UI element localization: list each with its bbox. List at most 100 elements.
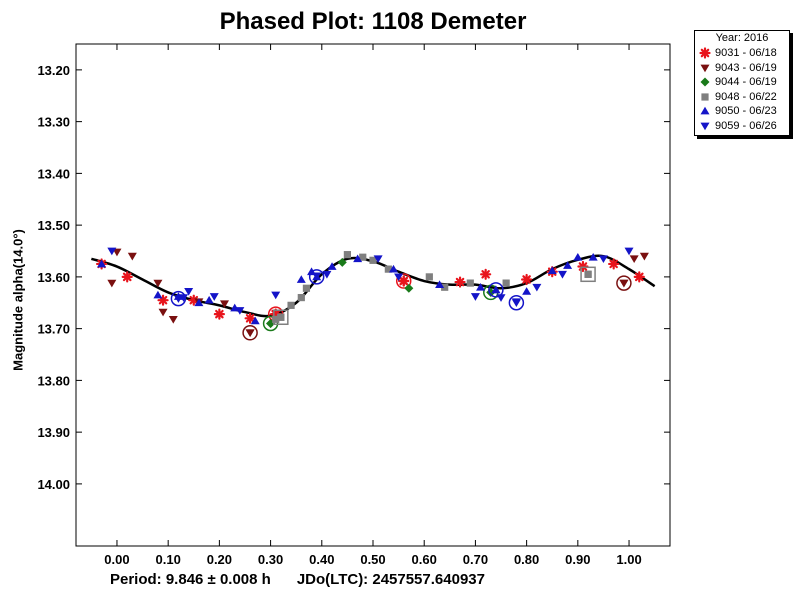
square-marker — [359, 253, 367, 261]
triangle-up-icon — [700, 106, 710, 115]
x-tick-label: 0.90 — [565, 552, 590, 567]
x-tick-label: 0.40 — [309, 552, 334, 567]
triangle-down-marker — [112, 248, 122, 257]
star-marker — [454, 276, 466, 288]
square-icon — [701, 93, 709, 101]
star-stroke — [455, 277, 465, 287]
legend-item: 9031 - 06/18 — [695, 46, 789, 61]
y-tick-label: 13.40 — [37, 166, 70, 181]
x-ticks: 0.00 0.10 0.20 0.30 0.40 0.50 0.60 0.70 0.80 0.90… — [104, 44, 642, 567]
legend-item: 9059 - 06/26 — [695, 119, 789, 134]
triangle-down-marker — [700, 64, 710, 73]
star-stroke — [481, 270, 490, 279]
triangle-down-marker — [322, 270, 332, 279]
triangle-down-marker — [312, 272, 322, 281]
triangle-down-marker — [220, 300, 229, 309]
x-tick-label: 0.80 — [514, 552, 539, 567]
triangle-up-marker — [327, 262, 337, 270]
star-stroke — [189, 295, 199, 305]
legend-label: 9043 - 06/19 — [715, 61, 777, 74]
plot-frame — [75, 43, 671, 547]
star-stroke — [122, 272, 132, 282]
highlight-circle — [395, 273, 412, 289]
x-tick-label: 0.50 — [360, 552, 385, 567]
x-tick-label: 0.00 — [104, 552, 129, 567]
star-stroke — [399, 276, 409, 286]
square-marker — [297, 293, 305, 302]
legend-label: 9059 - 06/26 — [715, 119, 777, 132]
triangle-down-marker — [107, 279, 117, 288]
star-stroke — [245, 314, 255, 323]
fit-curve — [90, 254, 656, 318]
y-tick-label: 13.50 — [37, 218, 70, 233]
diamond-marker — [337, 257, 347, 267]
legend-item: 9044 - 06/19 — [695, 75, 789, 90]
triangle-down-marker — [271, 291, 281, 300]
triangle-down-icon — [700, 122, 710, 131]
star-stroke — [522, 275, 531, 284]
star-marker — [521, 273, 533, 286]
period-text: Period: 9.846 ± 0.008 h — [110, 571, 271, 588]
triangle-down-marker — [394, 273, 404, 282]
highlight-circle — [242, 325, 258, 341]
legend-label: 9048 - 06/22 — [715, 90, 777, 103]
legend-title: Year: 2016 — [715, 32, 769, 44]
triangle-up-marker — [296, 275, 306, 283]
y-tick-label: 13.80 — [37, 373, 70, 388]
triangle-down-marker — [619, 279, 629, 288]
square-marker — [343, 251, 351, 259]
triangle-down-marker — [373, 255, 383, 264]
x-tick-label: 0.60 — [412, 552, 437, 567]
star-marker — [577, 260, 589, 273]
triangle-down-marker — [511, 299, 521, 308]
diamond-marker — [700, 77, 710, 87]
square-marker — [502, 279, 510, 287]
triangle-up-marker — [388, 264, 398, 273]
triangle-down-icon — [700, 64, 710, 73]
star-stroke — [609, 259, 618, 269]
highlight-box — [580, 266, 596, 283]
star-stroke — [634, 272, 644, 282]
triangle-down-marker — [107, 247, 117, 256]
triangle-down-marker — [700, 122, 710, 131]
square-marker — [277, 313, 285, 321]
star-stroke — [700, 48, 710, 58]
square-marker — [425, 273, 433, 281]
series-6 — [107, 247, 634, 315]
highlight-circle — [262, 315, 279, 332]
highlight-circle — [308, 269, 325, 285]
star-icon — [699, 47, 711, 59]
triangle-down-marker — [496, 294, 506, 302]
triangle-down-marker — [557, 270, 567, 279]
legend-label: 9044 - 06/19 — [715, 76, 777, 89]
y-tick-label: 13.30 — [37, 115, 70, 130]
legend-item: 9050 - 06/23 — [695, 104, 789, 119]
x-tick-label: 0.30 — [258, 552, 283, 567]
square-marker — [441, 283, 449, 291]
triangle-down-marker — [235, 307, 245, 315]
square-marker — [369, 256, 377, 264]
square-marker — [287, 301, 295, 309]
highlight-box — [273, 309, 289, 326]
highlight-circle — [508, 295, 525, 311]
y-tick-label: 14.00 — [37, 477, 70, 492]
triangle-up-marker — [153, 290, 163, 299]
triangle-up-marker — [435, 280, 445, 289]
chart-title: Phased Plot: 1108 Demeter — [219, 8, 527, 35]
square-marker — [272, 315, 280, 323]
triangle-up-marker — [700, 106, 710, 115]
y-tick-label: 13.60 — [37, 270, 70, 285]
square-marker — [302, 284, 311, 292]
triangle-up-marker — [353, 254, 363, 263]
star-marker — [121, 271, 133, 283]
highlight-circle — [488, 282, 504, 298]
star-marker — [699, 47, 711, 59]
star-marker — [398, 275, 410, 287]
x-tick-label: 1.00 — [616, 552, 641, 567]
x-tick-label: 0.10 — [156, 552, 181, 567]
star-marker — [213, 308, 225, 320]
legend: Year: 2016 9031 - 06/18 9043 - 06/19 9044 … — [694, 30, 790, 136]
triangle-down-marker — [639, 252, 649, 261]
star-marker — [633, 271, 645, 283]
